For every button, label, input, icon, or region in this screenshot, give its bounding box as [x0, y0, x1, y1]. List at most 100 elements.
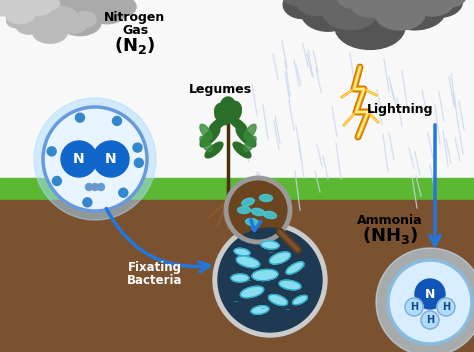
- Ellipse shape: [279, 280, 301, 290]
- Ellipse shape: [231, 274, 249, 282]
- Ellipse shape: [234, 248, 250, 256]
- Ellipse shape: [5, 4, 35, 24]
- Ellipse shape: [11, 0, 43, 7]
- Circle shape: [61, 141, 97, 177]
- Ellipse shape: [109, 0, 136, 16]
- Circle shape: [405, 298, 423, 316]
- Ellipse shape: [361, 0, 410, 14]
- Circle shape: [93, 141, 129, 177]
- Ellipse shape: [200, 124, 212, 140]
- Ellipse shape: [205, 142, 223, 158]
- Ellipse shape: [57, 14, 88, 33]
- Text: N: N: [425, 288, 435, 301]
- Circle shape: [134, 158, 143, 167]
- Ellipse shape: [40, 6, 77, 24]
- Ellipse shape: [252, 269, 278, 281]
- Ellipse shape: [210, 118, 227, 131]
- Text: ~: ~: [259, 306, 265, 312]
- Ellipse shape: [283, 0, 322, 19]
- Text: Gas: Gas: [122, 24, 148, 37]
- Ellipse shape: [74, 12, 96, 27]
- Text: ~: ~: [284, 307, 290, 313]
- Circle shape: [75, 113, 84, 122]
- Ellipse shape: [386, 0, 438, 3]
- Ellipse shape: [282, 0, 312, 5]
- Ellipse shape: [434, 0, 466, 7]
- Circle shape: [421, 311, 439, 329]
- Ellipse shape: [51, 0, 89, 10]
- Ellipse shape: [68, 0, 112, 13]
- Circle shape: [85, 183, 92, 190]
- Text: ~: ~: [245, 278, 251, 284]
- Text: ~: ~: [299, 264, 305, 270]
- Text: Legumes: Legumes: [189, 83, 252, 96]
- Ellipse shape: [270, 252, 291, 264]
- Ellipse shape: [33, 21, 67, 43]
- Ellipse shape: [59, 8, 101, 36]
- Circle shape: [388, 260, 472, 344]
- Text: Nitrogen: Nitrogen: [104, 11, 165, 24]
- Text: $\mathbf{(NH_3)}$: $\mathbf{(NH_3)}$: [362, 226, 418, 246]
- Ellipse shape: [375, 0, 425, 30]
- Ellipse shape: [43, 107, 147, 211]
- Ellipse shape: [384, 0, 446, 30]
- Text: H: H: [442, 302, 450, 312]
- Ellipse shape: [215, 103, 231, 125]
- Ellipse shape: [236, 127, 256, 147]
- Circle shape: [47, 147, 56, 156]
- Bar: [0, 178, 474, 200]
- Circle shape: [112, 117, 121, 125]
- Ellipse shape: [237, 207, 250, 214]
- Circle shape: [91, 183, 99, 190]
- Text: ~: ~: [232, 299, 238, 305]
- Ellipse shape: [229, 118, 246, 131]
- FancyArrowPatch shape: [106, 208, 210, 272]
- Ellipse shape: [335, 5, 405, 49]
- Ellipse shape: [296, 0, 338, 15]
- Ellipse shape: [26, 0, 53, 15]
- Ellipse shape: [244, 124, 256, 140]
- Ellipse shape: [26, 5, 57, 22]
- Circle shape: [437, 298, 455, 316]
- Ellipse shape: [38, 2, 71, 25]
- Ellipse shape: [27, 0, 51, 17]
- Ellipse shape: [286, 262, 304, 274]
- Circle shape: [213, 223, 327, 337]
- Circle shape: [226, 178, 290, 242]
- Text: ~: ~: [254, 263, 260, 269]
- Circle shape: [53, 176, 62, 186]
- Ellipse shape: [0, 0, 13, 16]
- Circle shape: [133, 143, 142, 152]
- Ellipse shape: [16, 16, 42, 34]
- Circle shape: [83, 198, 92, 207]
- Ellipse shape: [268, 295, 288, 306]
- Ellipse shape: [200, 127, 220, 147]
- Ellipse shape: [7, 14, 26, 28]
- Ellipse shape: [261, 241, 279, 249]
- Ellipse shape: [200, 136, 212, 152]
- Ellipse shape: [387, 0, 423, 4]
- Ellipse shape: [351, 0, 389, 17]
- Circle shape: [119, 188, 128, 197]
- Text: Fixating: Fixating: [128, 260, 182, 274]
- Text: Ammonia: Ammonia: [357, 214, 423, 226]
- Ellipse shape: [338, 0, 366, 8]
- Ellipse shape: [242, 198, 254, 206]
- Ellipse shape: [301, 0, 355, 31]
- FancyArrowPatch shape: [430, 125, 440, 245]
- Ellipse shape: [237, 256, 260, 268]
- Text: N: N: [73, 152, 85, 166]
- Text: H: H: [426, 315, 434, 325]
- Circle shape: [218, 228, 322, 332]
- FancyArrowPatch shape: [251, 220, 261, 231]
- Ellipse shape: [264, 211, 276, 219]
- Circle shape: [415, 279, 445, 309]
- Circle shape: [376, 248, 474, 352]
- Ellipse shape: [0, 0, 26, 6]
- Ellipse shape: [89, 0, 126, 24]
- Text: ~: ~: [267, 250, 273, 256]
- Ellipse shape: [252, 208, 264, 216]
- Ellipse shape: [292, 295, 308, 304]
- Ellipse shape: [220, 97, 236, 119]
- Ellipse shape: [259, 195, 273, 201]
